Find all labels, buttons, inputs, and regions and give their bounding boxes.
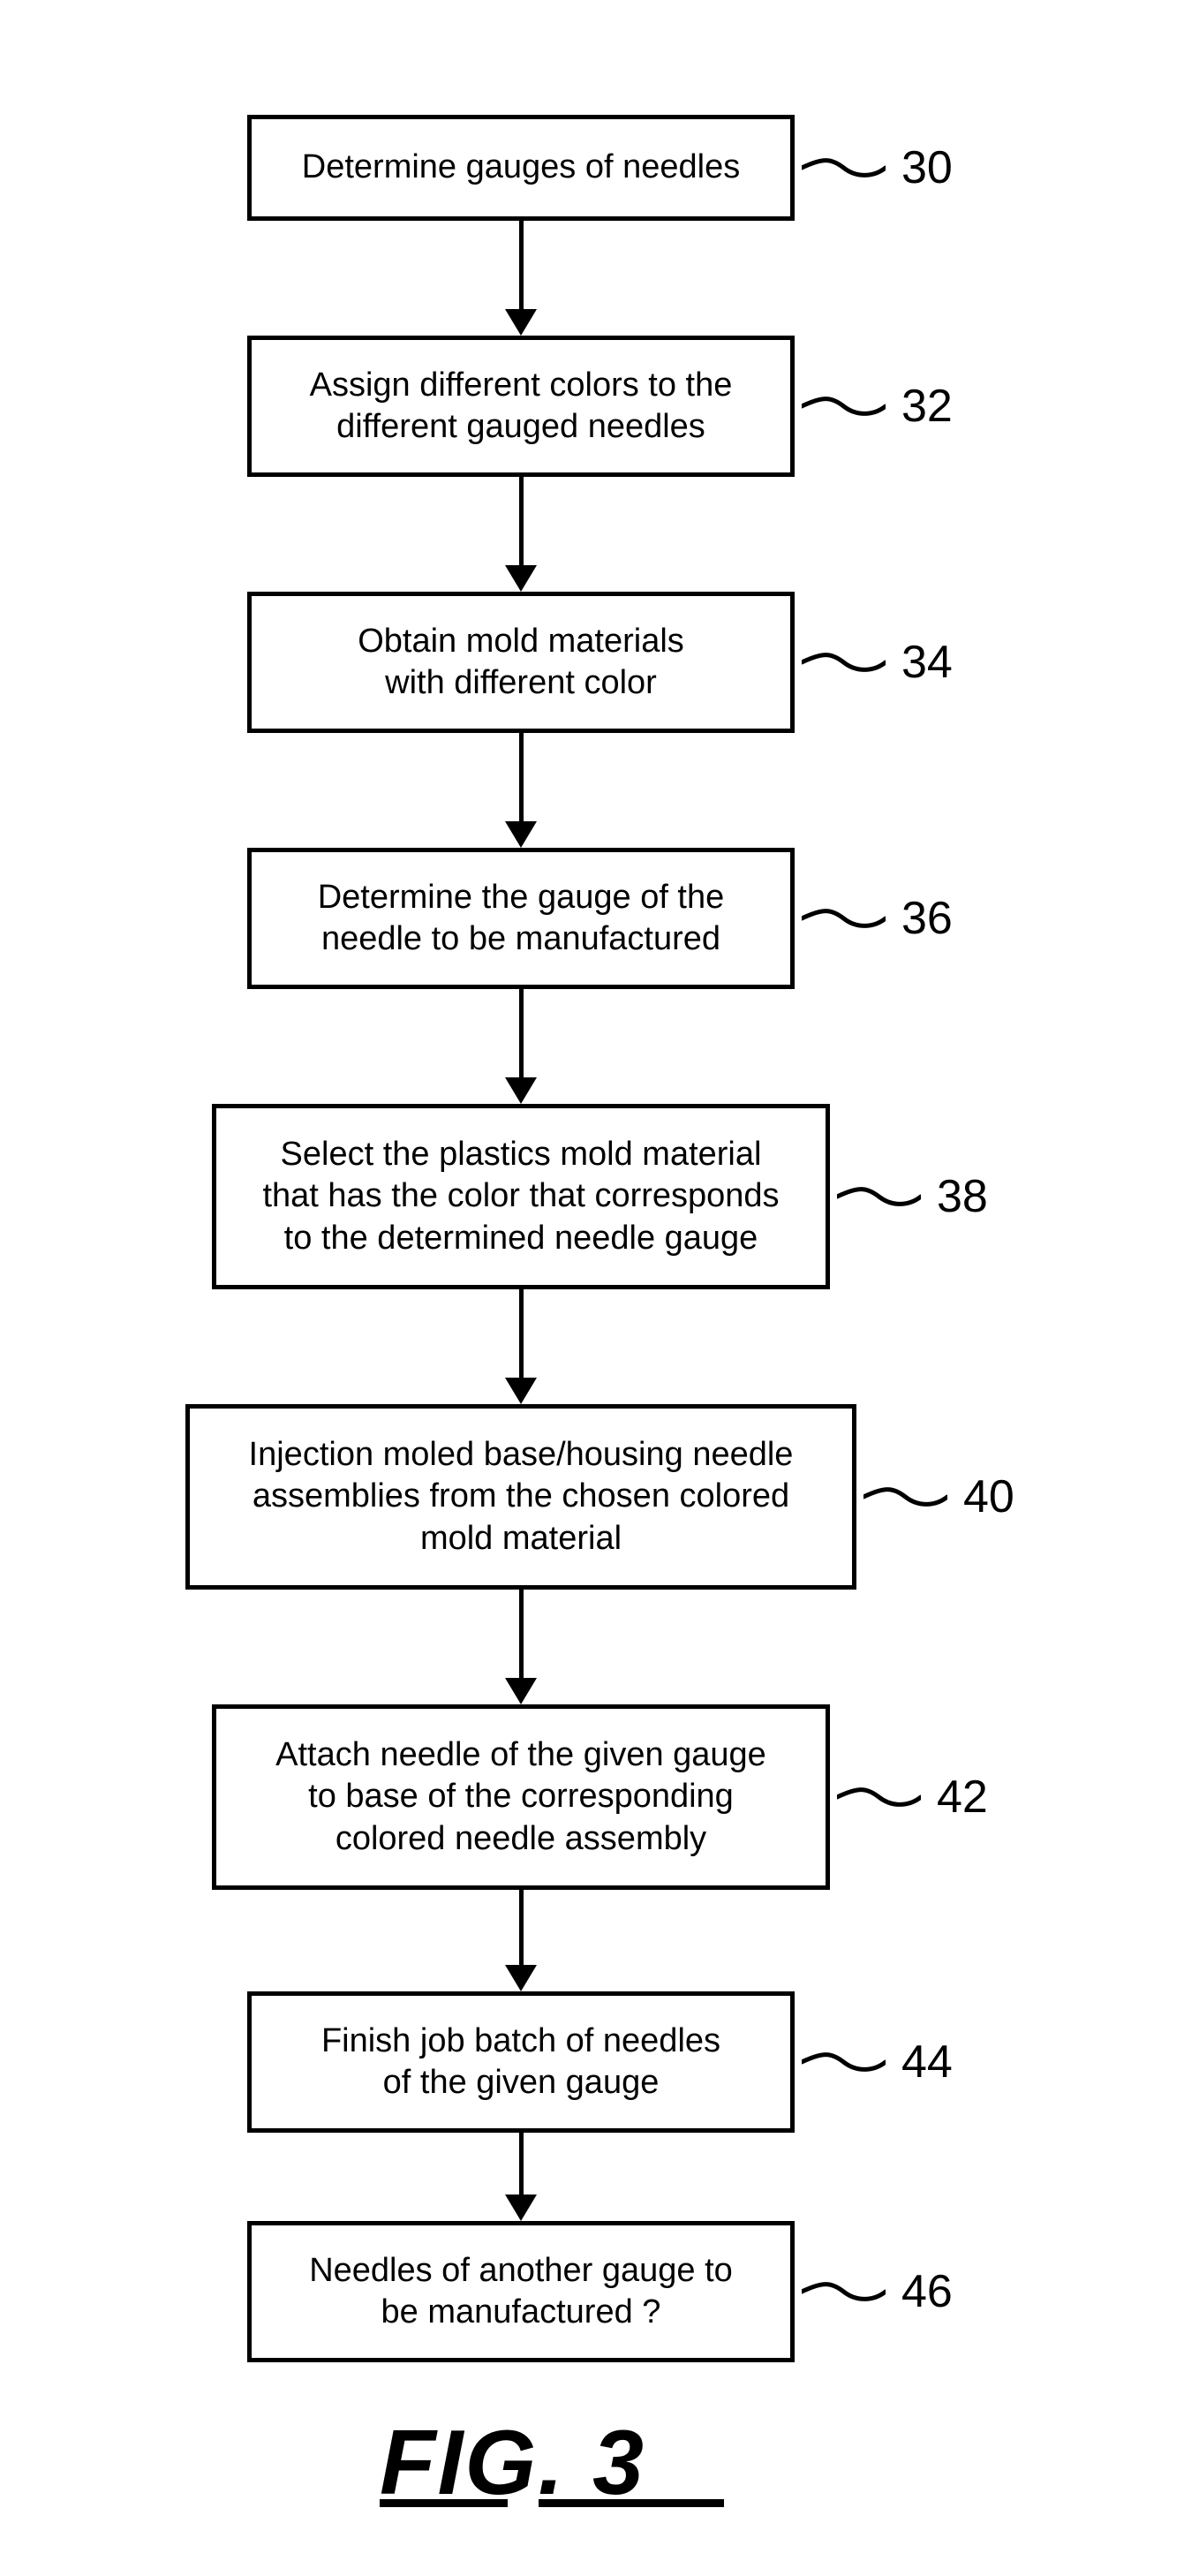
flowchart-node: Assign different colors to the different… xyxy=(247,336,795,477)
ref-connector xyxy=(863,1483,947,1515)
flow-arrow xyxy=(505,1590,537,1704)
flowchart-node: Needles of another gauge to be manufactu… xyxy=(247,2221,795,2362)
flow-arrow xyxy=(505,477,537,592)
ref-label: 38 xyxy=(937,1170,988,1223)
figure-caption: FIG. 3 xyxy=(380,2411,645,2516)
flow-arrow xyxy=(505,221,537,336)
flowchart-node: Select the plastics mold material that h… xyxy=(212,1104,830,1289)
ref-label: 30 xyxy=(901,141,953,194)
flow-arrow xyxy=(505,989,537,1104)
ref-label: 46 xyxy=(901,2265,953,2318)
figure-caption-underline xyxy=(380,2499,508,2507)
ref-label: 34 xyxy=(901,636,953,689)
page: Determine gauges of needles Assign differ… xyxy=(0,0,1199,2576)
flowchart-node: Determine gauges of needles xyxy=(247,115,795,221)
flow-arrow xyxy=(505,2133,537,2221)
flowchart-node: Attach needle of the given gauge to base… xyxy=(212,1704,830,1890)
flow-arrow xyxy=(505,1890,537,1991)
ref-label: 44 xyxy=(901,2036,953,2089)
flowchart: Determine gauges of needles Assign differ… xyxy=(185,115,856,2362)
flow-arrow xyxy=(505,1289,537,1404)
ref-label: 36 xyxy=(901,892,953,945)
ref-label: 42 xyxy=(937,1771,988,1824)
flow-arrow xyxy=(505,733,537,848)
flowchart-node: Injection moled base/housing needle asse… xyxy=(185,1404,856,1590)
figure-caption-underline xyxy=(539,2499,724,2507)
ref-label: 32 xyxy=(901,380,953,433)
ref-label: 40 xyxy=(963,1470,1014,1523)
flowchart-node: Obtain mold materials with different col… xyxy=(247,592,795,733)
flowchart-node: Finish job batch of needles of the given… xyxy=(247,1991,795,2133)
flowchart-node: Determine the gauge of the needle to be … xyxy=(247,848,795,989)
